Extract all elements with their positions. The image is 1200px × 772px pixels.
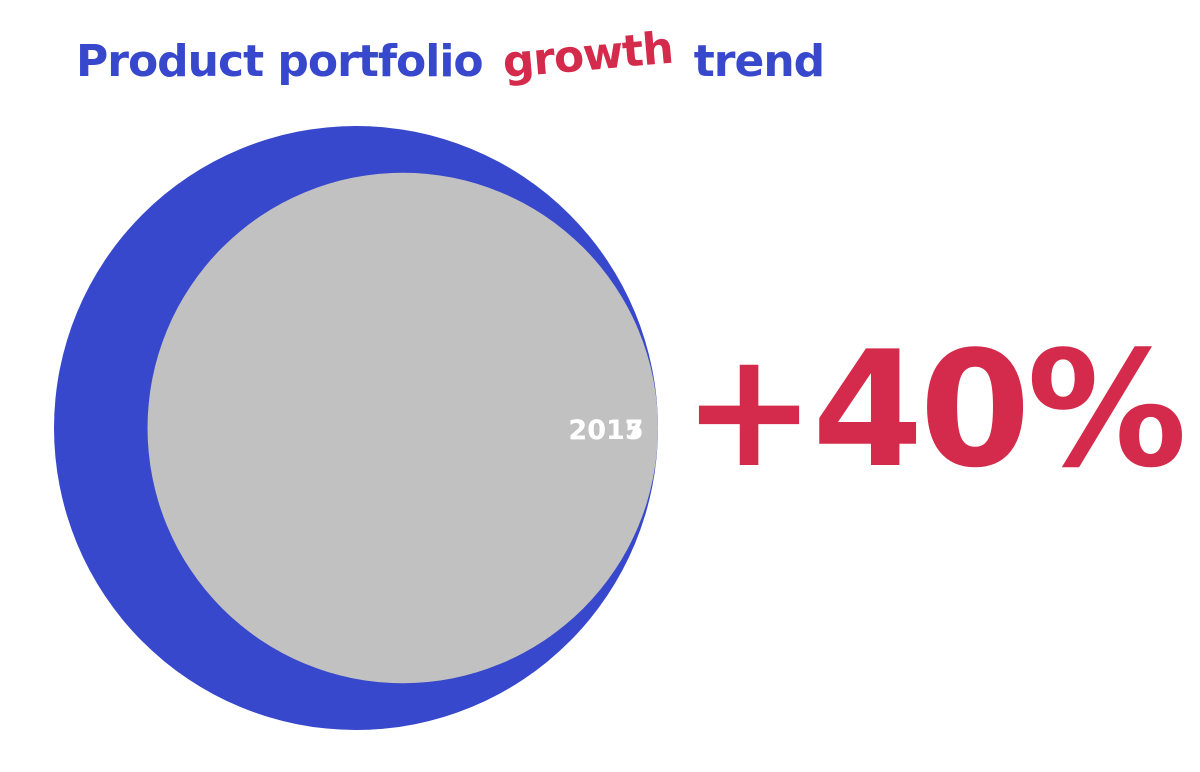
circle-2015	[147, 172, 658, 684]
title-part-1: Product portfolio	[76, 36, 484, 87]
title-part-2: trend	[693, 36, 825, 87]
chart-title: Product portfolio growth trend	[76, 23, 825, 89]
label-2015: 2015	[568, 415, 643, 446]
growth-percentage: +40%	[682, 316, 1187, 503]
label-2017: 2017	[568, 415, 643, 446]
